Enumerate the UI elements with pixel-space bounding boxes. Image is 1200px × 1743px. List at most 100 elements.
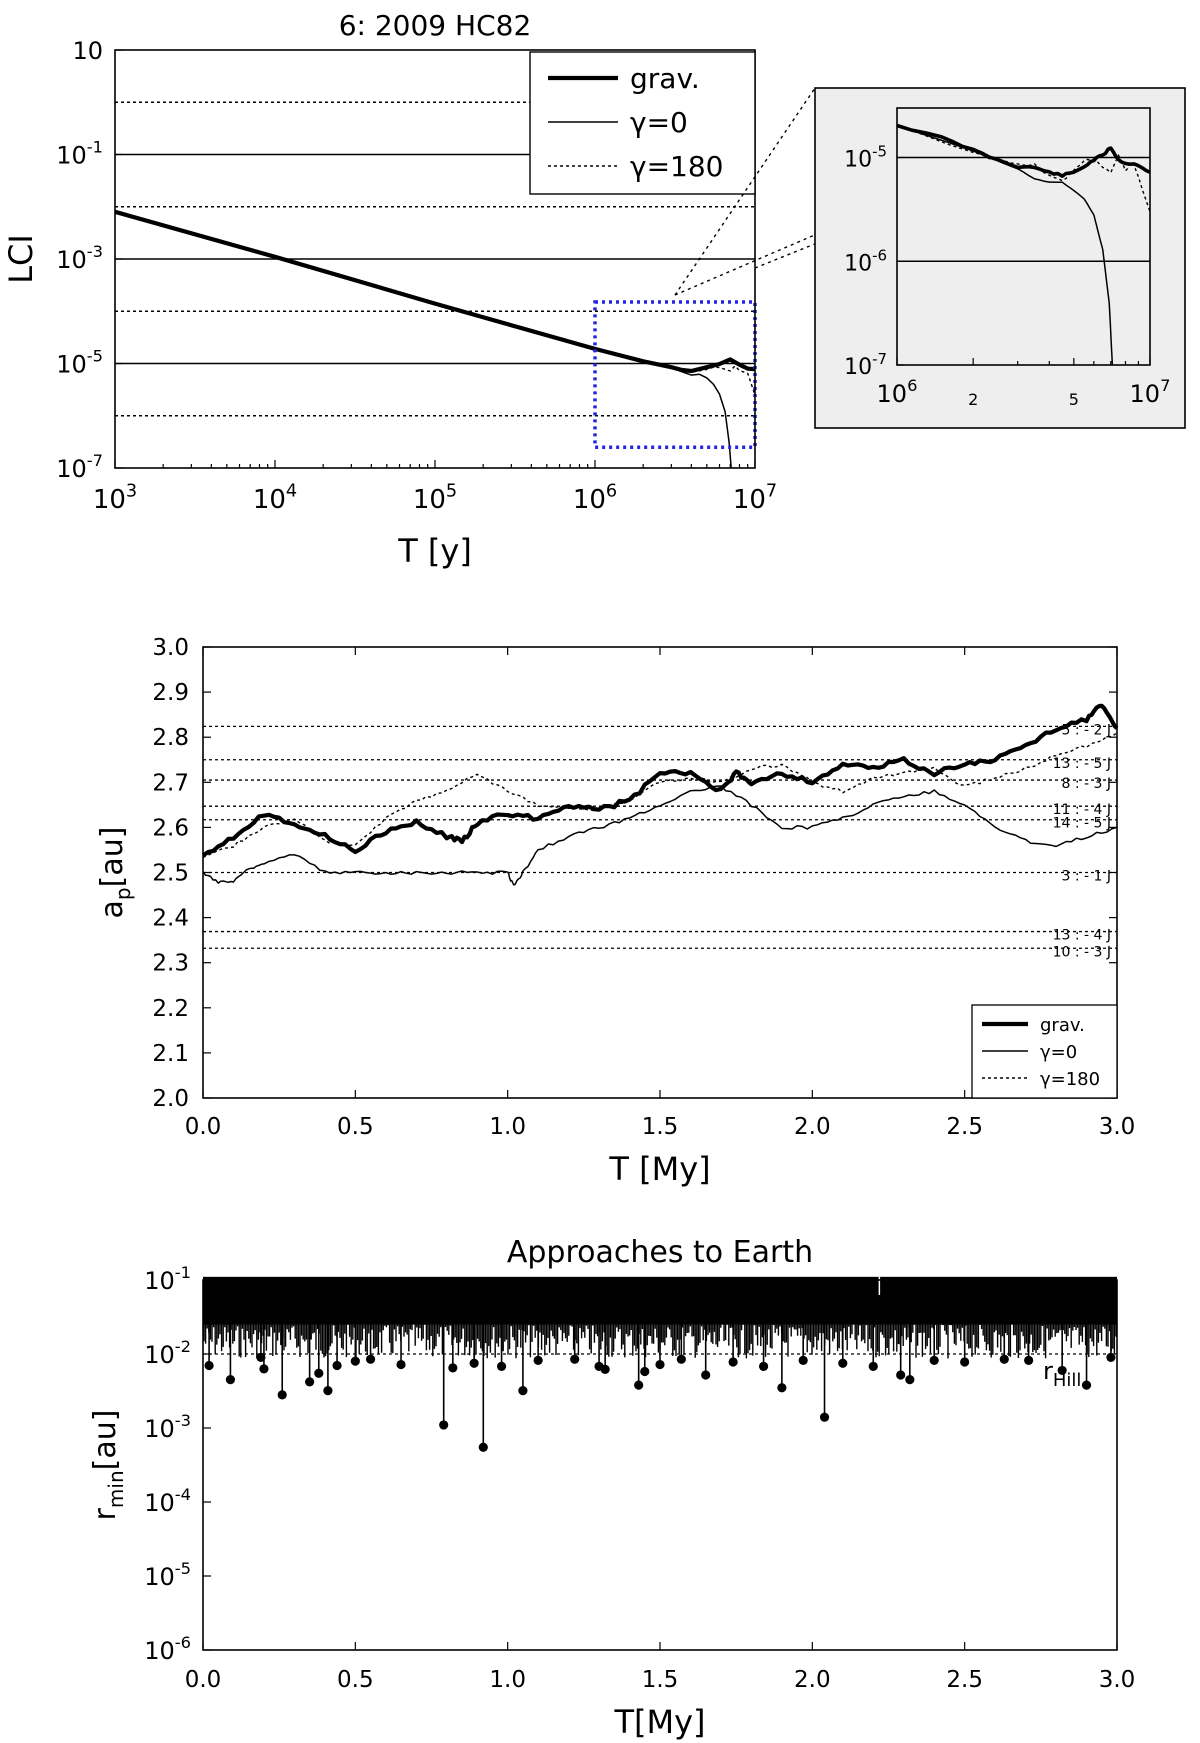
series-line bbox=[114, 211, 732, 469]
x-tick-label: 3.0 bbox=[1099, 1667, 1136, 1693]
x-tick-label: 107 bbox=[733, 481, 777, 515]
y-tick-label: 10-1 bbox=[56, 138, 103, 170]
legend-label: γ=0 bbox=[630, 106, 688, 139]
x-tick-label: 105 bbox=[413, 481, 457, 515]
approach-point bbox=[838, 1358, 848, 1368]
y-tick-label: 10-3 bbox=[56, 242, 103, 274]
y-axis-label: rmin[au] bbox=[88, 1410, 128, 1521]
x-tick-label: 103 bbox=[93, 481, 137, 515]
dense-approach-band bbox=[203, 1276, 1117, 1359]
approach-point bbox=[570, 1354, 580, 1364]
resonance-label: 11 : - 4 J bbox=[1053, 802, 1111, 818]
y-tick-label: 10-3 bbox=[144, 1411, 191, 1443]
inset-plot-area bbox=[897, 108, 1150, 365]
legend: grav. γ=0 γ=180 bbox=[529, 51, 756, 195]
y-tick-label: 3.0 bbox=[152, 635, 189, 661]
legend-label: grav. bbox=[1040, 1015, 1085, 1036]
y-tick-label: 2.8 bbox=[152, 725, 189, 751]
approach-point bbox=[905, 1375, 915, 1385]
legend-label: γ=180 bbox=[630, 150, 723, 183]
x-tick-label: 0.0 bbox=[185, 1114, 222, 1140]
approach-point bbox=[896, 1370, 906, 1380]
approach-point bbox=[396, 1359, 406, 1370]
x-tick-label: 1.5 bbox=[642, 1667, 679, 1693]
x-tick-label: 5 bbox=[1069, 390, 1079, 409]
x-tick-label: 2.5 bbox=[946, 1114, 983, 1140]
approach-point bbox=[929, 1355, 939, 1365]
approach-point bbox=[439, 1420, 449, 1430]
approach-point bbox=[533, 1355, 543, 1365]
chart-title: 6: 2009 HC82 bbox=[339, 9, 532, 42]
approach-point bbox=[701, 1370, 711, 1380]
y-tick-label: 10-5 bbox=[844, 143, 887, 173]
resonance-label: 13 : - 5 J bbox=[1053, 756, 1111, 772]
y-tick-label: 10-5 bbox=[56, 347, 103, 379]
approach-point bbox=[496, 1361, 507, 1371]
series-line bbox=[896, 125, 1151, 212]
approach-point bbox=[448, 1363, 458, 1373]
y-tick-label: 10 bbox=[72, 37, 103, 65]
approach-point bbox=[259, 1364, 269, 1374]
earth-approaches-panel: 0.0 0.5 1.0 1.5 2.0 2.5 3.0 10-1 10-2 10-3 10-4 10-… bbox=[88, 1235, 1135, 1741]
series-line bbox=[202, 732, 1118, 859]
y-tick-label: 10-2 bbox=[144, 1337, 191, 1369]
y-tick-label: 10-4 bbox=[144, 1485, 191, 1517]
approach-point bbox=[1081, 1380, 1092, 1390]
x-tick-label: 3.0 bbox=[1099, 1114, 1136, 1140]
x-tick-label: 1.5 bbox=[642, 1114, 679, 1140]
band-spikes bbox=[203, 1276, 1117, 1359]
approach-point bbox=[469, 1358, 479, 1368]
inset-frame bbox=[896, 107, 1151, 366]
approach-point bbox=[758, 1361, 769, 1371]
y-tick-label: 10-6 bbox=[144, 1633, 191, 1665]
y-tick-label: 2.6 bbox=[152, 815, 189, 841]
y-tick-label: 2.7 bbox=[152, 770, 189, 796]
approach-point bbox=[277, 1390, 287, 1400]
approach-point bbox=[204, 1360, 214, 1371]
x-tick-label: 107 bbox=[1130, 376, 1171, 408]
x-tick-label: 0.5 bbox=[337, 1114, 374, 1140]
x-axis-label: T[My] bbox=[613, 1703, 705, 1741]
y-tick-label: 10-7 bbox=[844, 350, 887, 380]
chart-title: Approaches to Earth bbox=[507, 1235, 813, 1270]
x-axis-label: T [y] bbox=[397, 532, 472, 570]
x-tick-label: 104 bbox=[253, 481, 297, 515]
series-line bbox=[202, 785, 1118, 886]
x-axis-label: T [My] bbox=[608, 1150, 710, 1188]
y-tick-label: 2.1 bbox=[152, 1041, 189, 1067]
legend: grav. γ=0 γ=180 bbox=[971, 1004, 1118, 1099]
series-line bbox=[896, 124, 1114, 366]
hill-label: rHill bbox=[1043, 1357, 1081, 1391]
approach-point bbox=[478, 1442, 488, 1452]
approach-point bbox=[960, 1357, 970, 1367]
y-tick-label: 2.5 bbox=[152, 861, 189, 887]
approach-point bbox=[518, 1386, 528, 1396]
approach-point bbox=[256, 1352, 266, 1362]
resonance-label: 3 : - 1 J bbox=[1061, 869, 1111, 885]
resonance-label: 8 : - 3 J bbox=[1061, 776, 1111, 792]
x-tick-label: 0.5 bbox=[337, 1667, 374, 1693]
x-tick-label: 106 bbox=[573, 481, 617, 515]
y-tick-label: 10-5 bbox=[144, 1559, 191, 1591]
approach-point bbox=[640, 1366, 650, 1377]
series-line bbox=[114, 209, 756, 374]
approach-point bbox=[305, 1377, 315, 1387]
legend-box bbox=[529, 51, 756, 195]
y-tick-label: 10-1 bbox=[144, 1263, 191, 1295]
resonance-label: 14 : - 5 J bbox=[1053, 816, 1111, 832]
resonance-label: 10 : - 3 J bbox=[1053, 944, 1111, 960]
x-tick-label: 106 bbox=[877, 376, 918, 408]
approach-point bbox=[1024, 1355, 1034, 1365]
y-tick-label: 2.2 bbox=[152, 996, 189, 1022]
approach-point bbox=[600, 1364, 610, 1374]
approach-point bbox=[314, 1368, 324, 1378]
legend-label: γ=0 bbox=[1040, 1042, 1077, 1063]
x-tick-label: 2.5 bbox=[946, 1667, 983, 1693]
x-tick-label: 1.0 bbox=[489, 1114, 526, 1140]
approach-point bbox=[777, 1383, 787, 1393]
approach-point bbox=[634, 1380, 644, 1390]
approach-point bbox=[1057, 1365, 1067, 1376]
x-tick-label: 0.0 bbox=[185, 1667, 222, 1693]
resonance-label: 13 : - 4 J bbox=[1053, 928, 1111, 944]
